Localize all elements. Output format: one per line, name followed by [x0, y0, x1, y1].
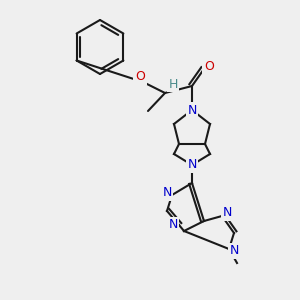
Text: N: N	[162, 187, 172, 200]
Text: N: N	[222, 206, 232, 220]
Text: H: H	[169, 79, 177, 89]
Text: H: H	[168, 77, 178, 91]
Text: O: O	[204, 59, 214, 73]
Text: N: N	[187, 103, 197, 116]
Text: N: N	[229, 244, 239, 257]
Text: O: O	[204, 59, 214, 73]
Text: O: O	[135, 70, 145, 83]
Text: N: N	[222, 206, 232, 220]
Text: N: N	[187, 103, 197, 116]
Text: N: N	[162, 187, 172, 200]
Text: N: N	[187, 158, 197, 172]
Text: N: N	[187, 158, 197, 172]
Text: N: N	[168, 218, 178, 232]
Text: N: N	[229, 244, 239, 257]
Text: O: O	[135, 70, 145, 83]
Text: N: N	[168, 218, 178, 232]
